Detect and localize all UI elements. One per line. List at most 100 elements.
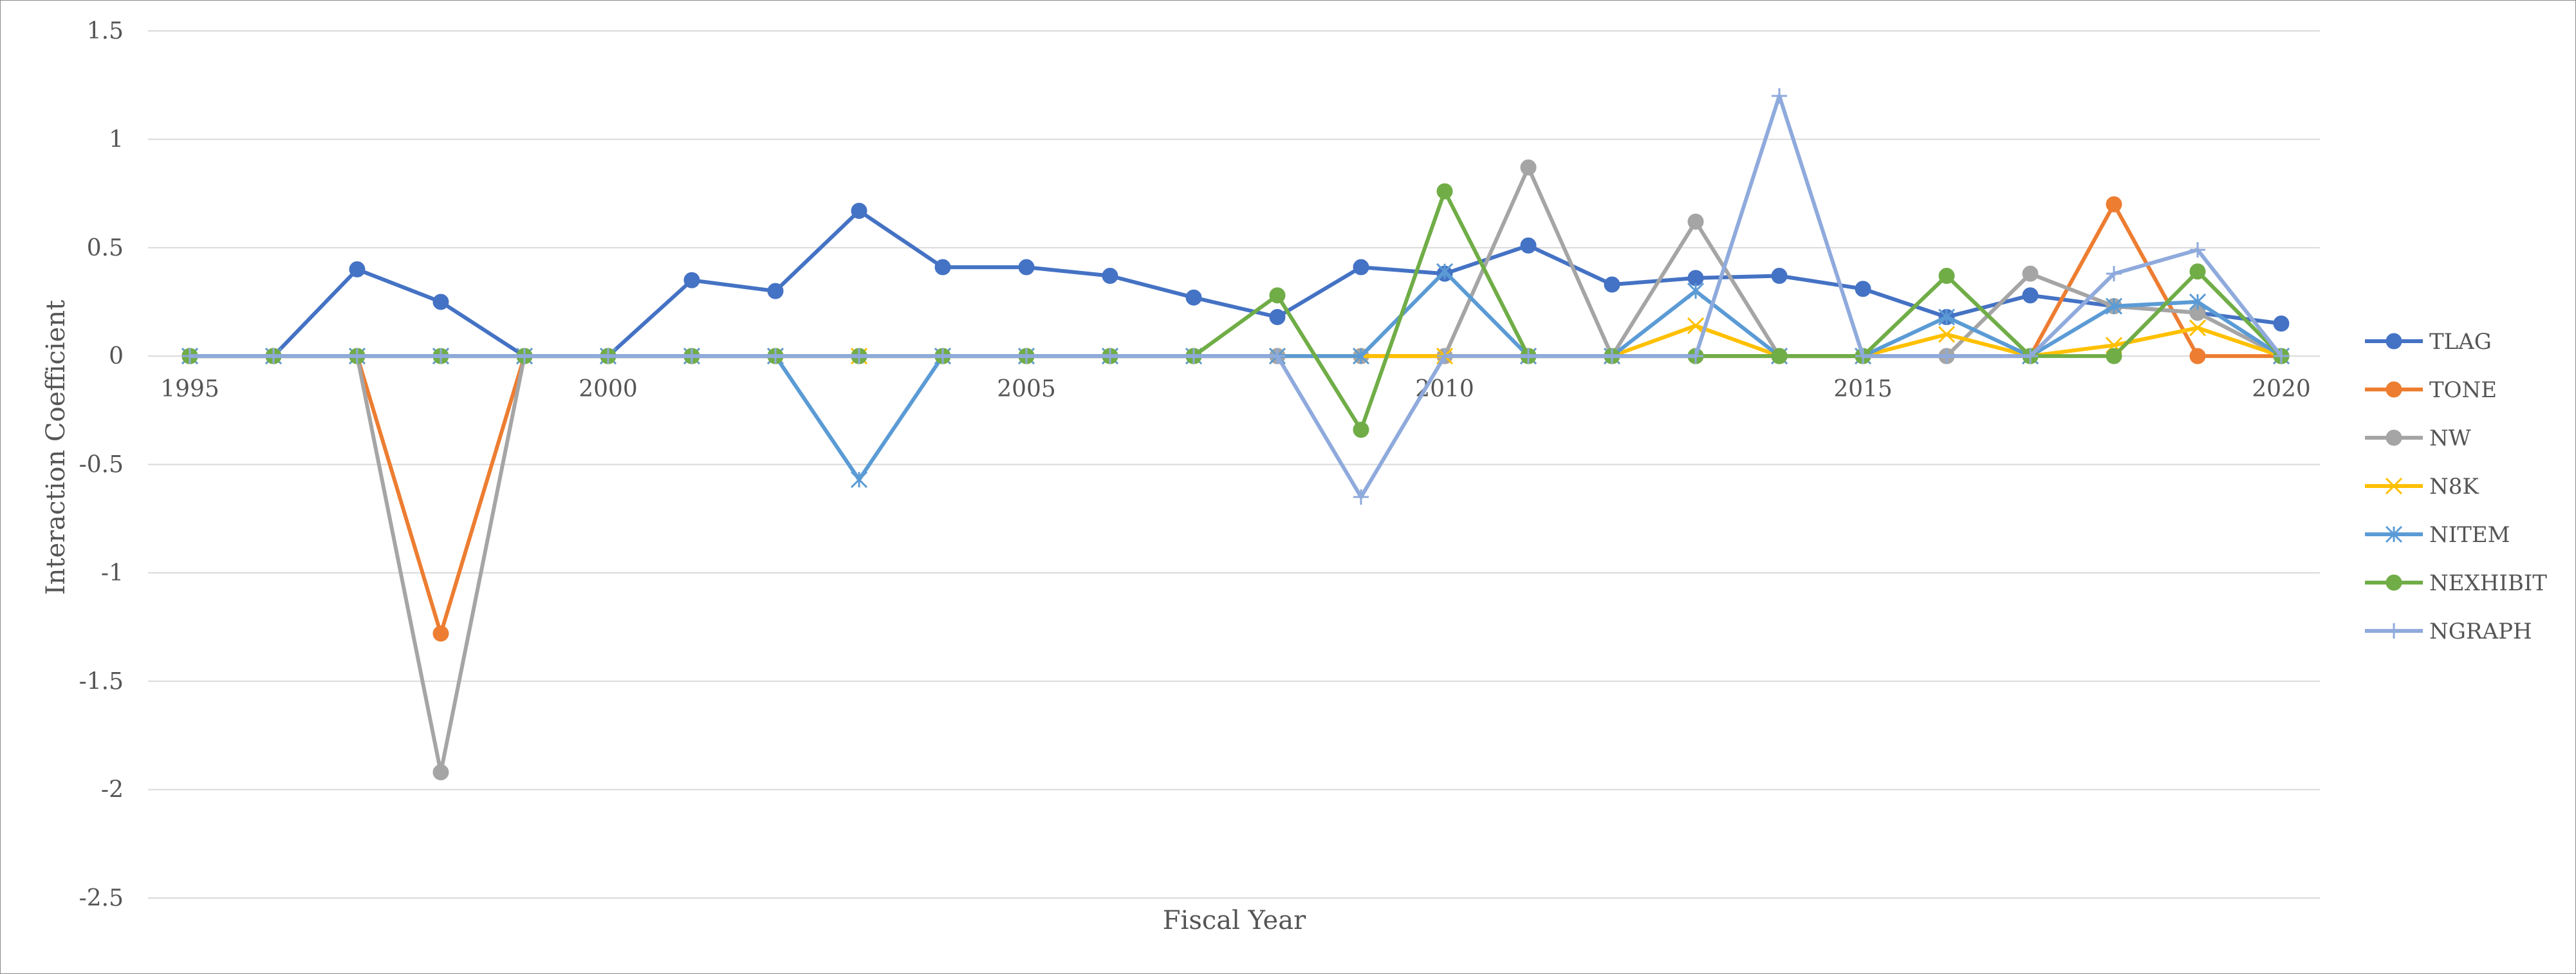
data-point	[1436, 183, 1453, 200]
series-lines	[181, 88, 2290, 781]
data-point	[1688, 348, 1703, 364]
data-point	[683, 272, 700, 288]
legend: TLAG TONE NW N8K NITEM NEXHIBIT NGRAPH	[2365, 329, 2547, 644]
data-point	[850, 471, 868, 489]
x-tick-label: 2005	[997, 376, 1056, 402]
x-axis-title: Fiscal Year	[1163, 906, 1306, 935]
data-point	[2023, 348, 2038, 364]
y-tick-label: -1.5	[79, 668, 124, 695]
data-point	[1939, 348, 1954, 364]
legend-label: TLAG	[2429, 329, 2492, 355]
data-point	[935, 348, 950, 364]
data-point	[1019, 348, 1034, 364]
data-point	[1353, 422, 1369, 438]
data-point	[432, 294, 449, 310]
y-tick-label: -2.5	[79, 885, 124, 912]
data-point	[1436, 263, 1454, 280]
data-point	[1269, 309, 1286, 326]
data-point	[2190, 242, 2205, 258]
data-point	[1772, 88, 1787, 104]
data-point	[1771, 268, 1788, 285]
data-point	[1353, 259, 1369, 276]
data-point	[2189, 348, 2206, 364]
data-point	[1186, 348, 1201, 364]
data-point	[851, 203, 867, 220]
data-point	[432, 625, 449, 642]
data-point	[433, 348, 449, 364]
x-tick-label: 2020	[2252, 376, 2311, 402]
data-point	[349, 261, 366, 277]
legend-item-tlag: TLAG	[2365, 329, 2492, 355]
data-point	[1270, 348, 1285, 364]
series-nw	[181, 159, 2290, 781]
legend-item-tone: TONE	[2365, 377, 2497, 403]
data-point	[2106, 348, 2122, 364]
data-point	[2022, 287, 2039, 304]
data-point	[2189, 293, 2207, 310]
data-point	[1855, 281, 1871, 297]
data-point	[432, 764, 449, 781]
y-tick-label: -2	[101, 777, 124, 803]
data-point	[1938, 326, 1956, 343]
x-tick-label: 2000	[579, 376, 638, 402]
series-nitem	[181, 263, 2290, 489]
series-ngraph	[182, 88, 2289, 505]
data-point	[2385, 477, 2403, 495]
x-axis-ticks: 1995 2000 2005 2010 2015 2020	[160, 376, 2311, 402]
data-point	[1521, 348, 1536, 364]
legend-item-nw: NW	[2365, 426, 2471, 451]
y-tick-label: 1	[109, 126, 124, 153]
series-line	[190, 269, 2283, 482]
data-point	[1771, 348, 1788, 364]
data-point	[1604, 348, 1620, 364]
legend-label: N8K	[2429, 474, 2479, 500]
data-point	[2386, 574, 2402, 591]
gridlines	[148, 30, 2320, 899]
data-point	[1687, 283, 1705, 300]
data-point	[1855, 348, 1871, 364]
data-point	[1520, 237, 1537, 254]
data-point	[2189, 319, 2207, 337]
legend-label: TONE	[2429, 377, 2497, 403]
data-point	[1687, 317, 1705, 335]
legend-label: NW	[2429, 426, 2471, 451]
data-point	[1437, 348, 1452, 364]
data-point	[1687, 213, 1704, 230]
data-point	[2106, 266, 2122, 282]
data-point	[1938, 308, 1956, 326]
y-axis-ticks: 1.5 1 0.5 0 -0.5 -1 -1.5 -2 -2.5	[79, 18, 124, 912]
data-point	[2022, 265, 2039, 282]
y-axis-title: Interaction Coefficient	[41, 300, 71, 595]
y-tick-label: 1.5	[87, 18, 124, 44]
legend-item-n8k: N8K	[2365, 474, 2479, 500]
data-point	[2273, 315, 2290, 332]
series-tone	[181, 196, 2290, 642]
data-point	[1269, 287, 1286, 304]
data-point	[934, 259, 951, 276]
data-point	[2386, 333, 2402, 350]
data-point	[2385, 525, 2403, 543]
legend-item-ngraph: NGRAPH	[2365, 619, 2532, 644]
data-point	[768, 348, 783, 364]
data-point	[182, 348, 198, 364]
series-line	[190, 202, 2281, 636]
legend-item-nitem: NITEM	[2365, 522, 2510, 548]
data-point	[2386, 381, 2402, 398]
y-tick-label: -0.5	[79, 452, 124, 478]
data-point	[2105, 297, 2123, 315]
data-point	[1102, 348, 1118, 364]
y-tick-label: 0	[109, 343, 124, 370]
data-point	[600, 348, 616, 364]
data-point	[1352, 348, 1370, 365]
data-point	[2274, 348, 2289, 364]
legend-label: NEXHIBIT	[2429, 570, 2547, 596]
legend-label: NGRAPH	[2429, 619, 2532, 644]
legend-label: NITEM	[2429, 522, 2510, 548]
data-point	[1938, 268, 1955, 285]
data-point	[1353, 489, 1369, 505]
data-point	[767, 283, 784, 299]
data-point	[1018, 259, 1035, 276]
data-point	[851, 348, 867, 364]
data-point	[1102, 268, 1118, 285]
